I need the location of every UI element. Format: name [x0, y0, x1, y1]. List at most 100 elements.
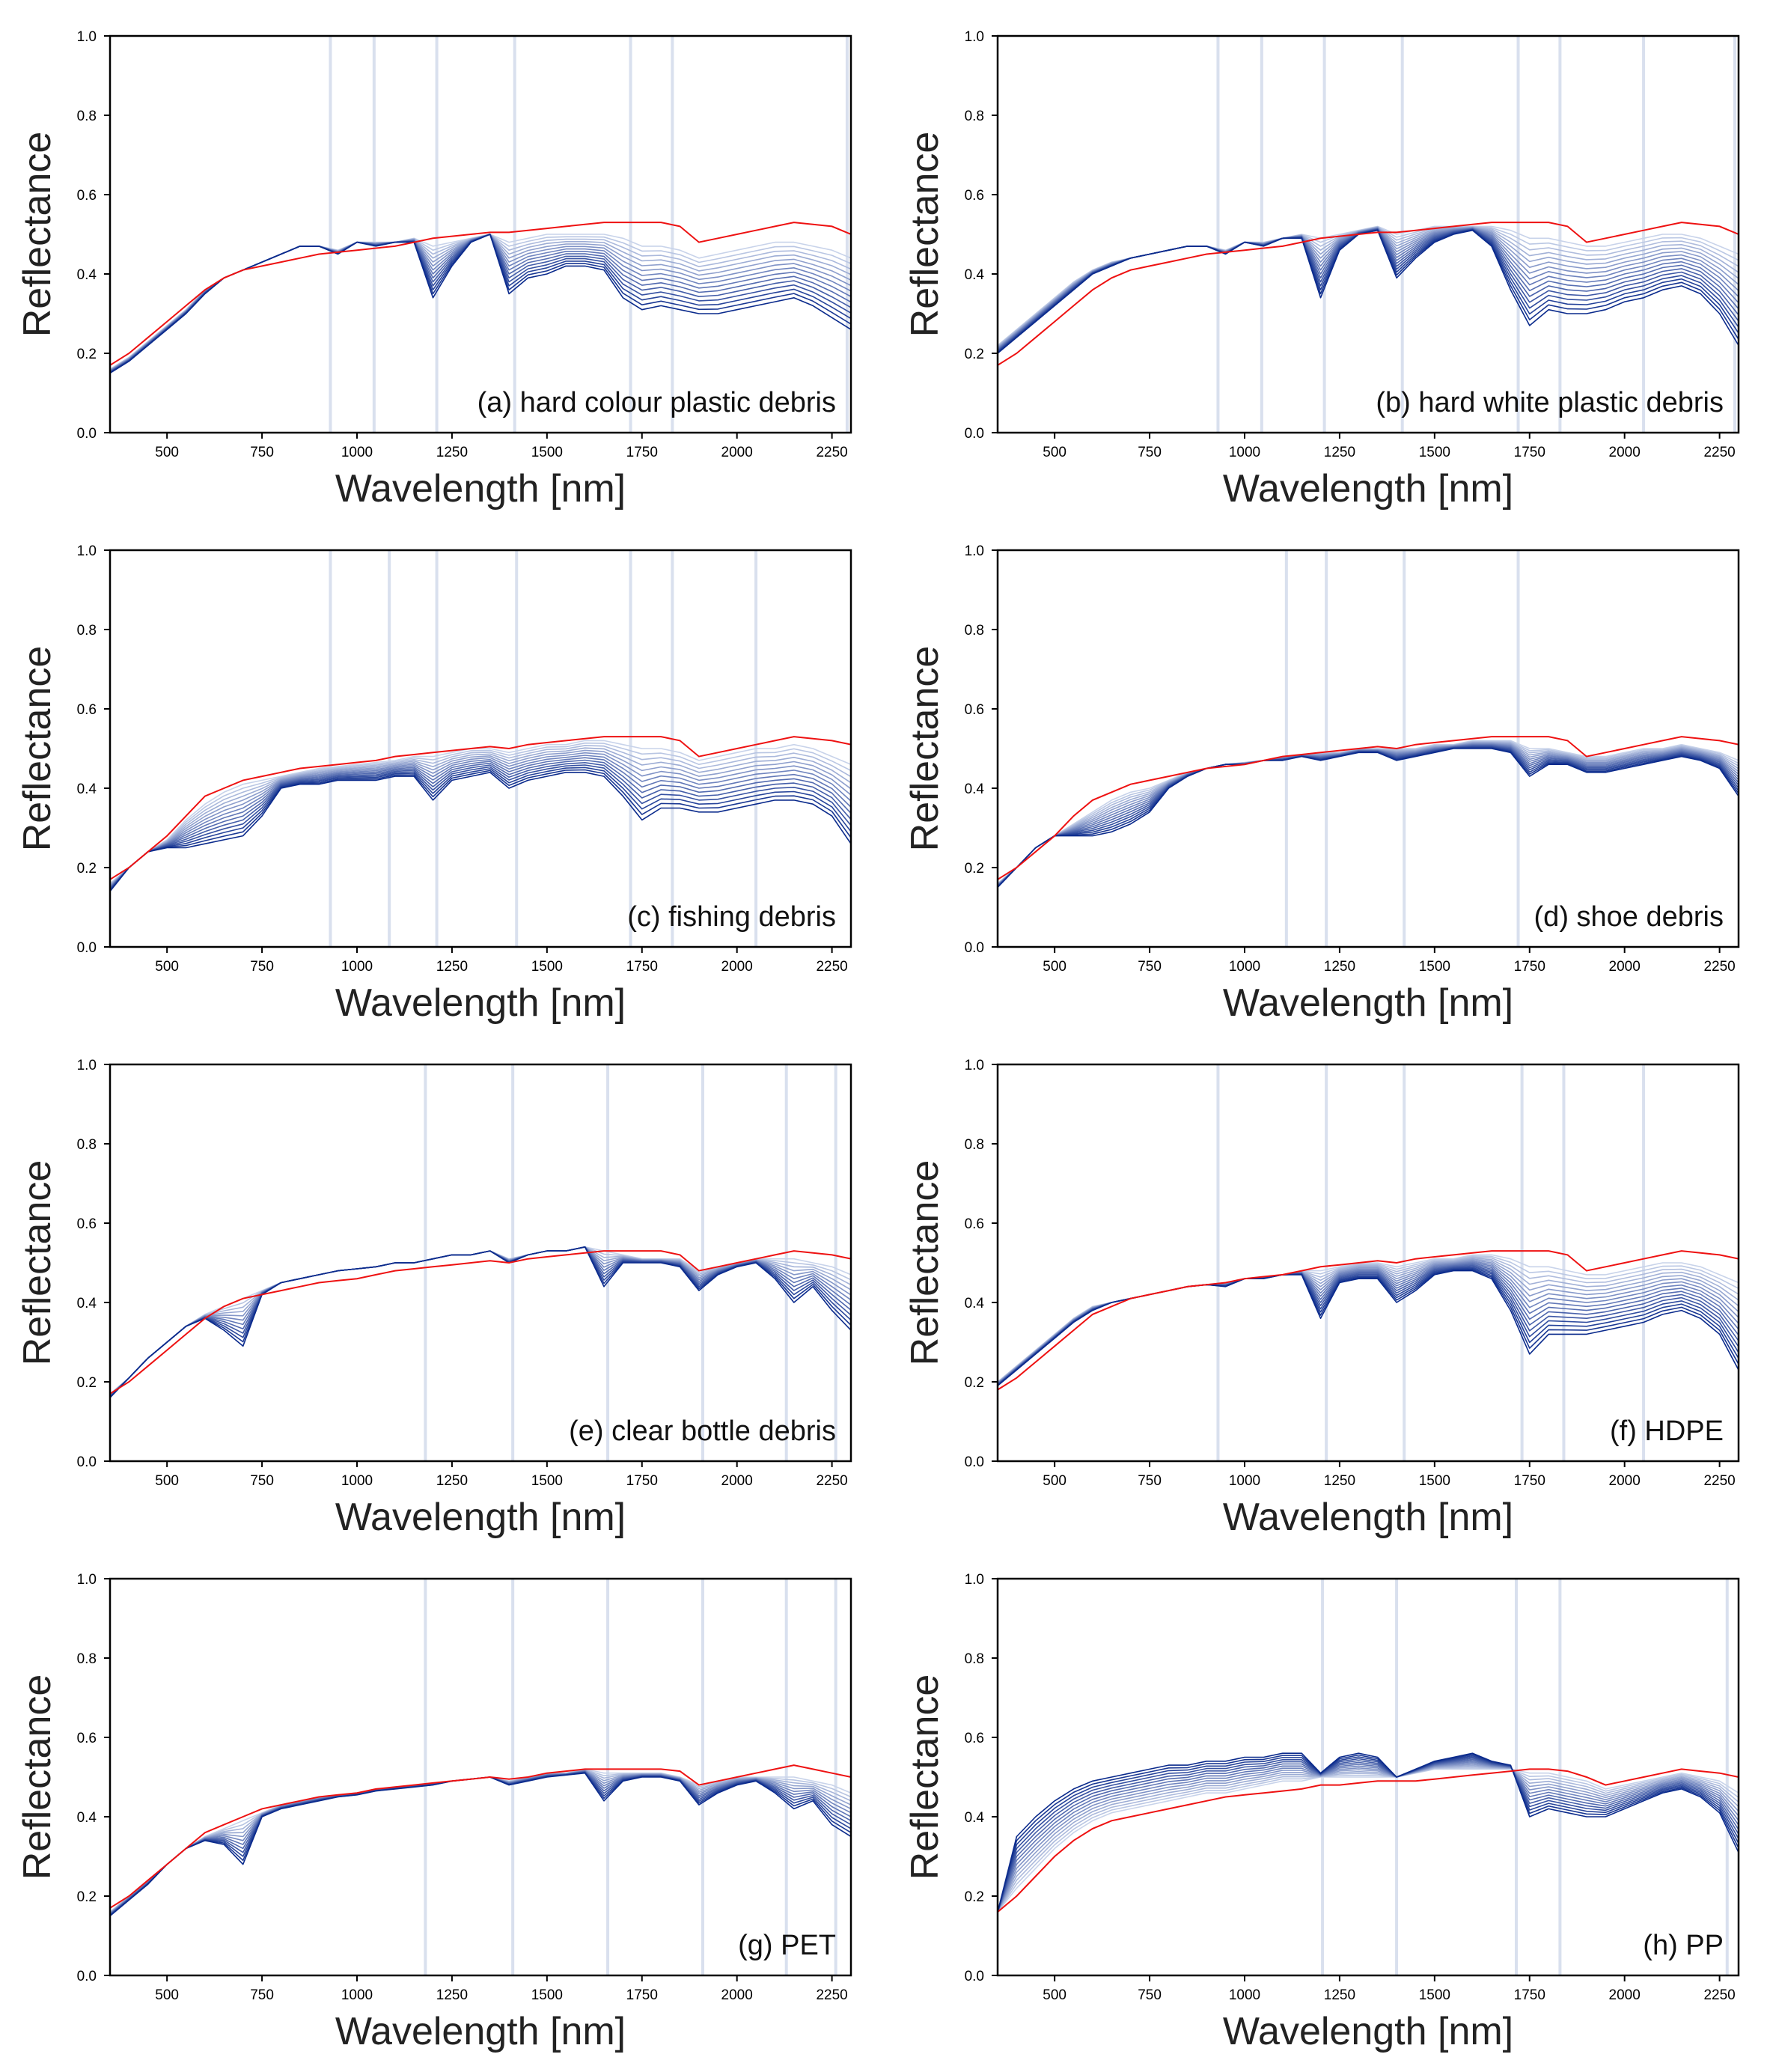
y-tick-label: 0.6 [965, 188, 984, 204]
spectrum-series-2 [998, 226, 1739, 347]
y-tick-label: 0.2 [965, 347, 984, 362]
x-tick-label: 500 [1043, 1987, 1066, 2003]
x-tick-label: 1000 [1229, 959, 1260, 975]
x-tick-label: 1000 [341, 1473, 373, 1489]
y-tick-label: 0.8 [77, 1651, 97, 1667]
x-tick-label: 2250 [816, 445, 847, 460]
x-tick-label: 1500 [531, 445, 563, 460]
x-tick-label: 1250 [1324, 445, 1355, 460]
spectrum-series-11 [110, 1772, 851, 1917]
plot-area [110, 550, 851, 947]
x-tick-label: 1500 [531, 959, 563, 975]
x-axis-title: Wavelength [nm] [1223, 2010, 1513, 2053]
spectrum-series-9 [998, 1757, 1739, 1913]
spectrum-series-7 [110, 757, 851, 889]
x-axis-title: Wavelength [nm] [1223, 1496, 1513, 1539]
y-tick-label: 0.0 [77, 1454, 97, 1470]
x-tick-label: 500 [1043, 1473, 1066, 1489]
x-tick-label: 500 [1043, 445, 1066, 460]
y-tick-label: 1.0 [965, 1572, 984, 1588]
x-tick-label: 1750 [1514, 1987, 1545, 2003]
panel-label: (g) PET [738, 1930, 836, 1961]
x-tick-label: 750 [250, 445, 274, 460]
x-tick-label: 1500 [1419, 445, 1450, 460]
spectrum-series-9 [110, 761, 851, 890]
x-tick-label: 750 [1138, 959, 1162, 975]
y-tick-label: 0.2 [77, 347, 97, 362]
y-tick-label: 0.6 [965, 1216, 984, 1232]
x-tick-label: 2000 [1609, 445, 1641, 460]
x-tick-label: 1750 [626, 1473, 658, 1489]
panel-label: (a) hard colour plastic debris [477, 387, 836, 418]
y-axis-title: Reflectance [16, 1675, 59, 1880]
x-tick-label: 1500 [531, 1987, 563, 2003]
axes-frame [109, 1063, 852, 1463]
spectrum-series-3 [110, 747, 851, 886]
x-tick-label: 1250 [1324, 1473, 1355, 1489]
y-tick-label: 0.6 [965, 702, 984, 718]
y-tick-label: 1.0 [965, 1058, 984, 1073]
spectrum-series-11 [110, 767, 851, 891]
y-axis-title: Reflectance [16, 646, 59, 852]
spectrum-series-4 [998, 1764, 1739, 1913]
spectrum-series-13 [998, 229, 1739, 353]
y-tick-label: 0.6 [77, 1731, 97, 1746]
y-tick-label: 0.8 [77, 623, 97, 639]
spectrum-series-5 [110, 234, 851, 371]
y-tick-label: 0.2 [965, 861, 984, 877]
reference-spectrum [998, 736, 1739, 880]
x-tick-label: 2250 [816, 1987, 847, 2003]
panel-0: 500 750 1000 1250 1500 1750 2000 2250 0.0 0.2 0.4 0… [16, 29, 852, 511]
plot-area [110, 1064, 851, 1461]
panel-1: 500 750 1000 1250 1500 1750 2000 2250 0.0 0.2 0.4 0… [903, 29, 1740, 511]
axes-frame [996, 34, 1740, 434]
spectrum-series-5 [110, 752, 851, 887]
spectrum-series-15 [998, 229, 1739, 354]
x-tick-label: 1500 [531, 1473, 563, 1489]
x-tick-label: 500 [1043, 959, 1066, 975]
y-axis-title: Reflectance [903, 1160, 947, 1366]
spectrum-series-13 [998, 1268, 1739, 1386]
x-tick-label: 1750 [1514, 1473, 1545, 1489]
x-tick-label: 750 [250, 1987, 274, 2003]
y-tick-label: 1.0 [965, 543, 984, 559]
y-tick-label: 1.0 [77, 1058, 97, 1073]
spectrum-series-0 [110, 740, 851, 884]
x-tick-label: 1000 [341, 445, 373, 460]
spectrum-series-12 [998, 228, 1739, 353]
y-tick-label: 0.2 [77, 1889, 97, 1905]
x-tick-label: 1250 [436, 1473, 468, 1489]
y-tick-label: 0.6 [77, 1216, 97, 1232]
spectrum-series-12 [998, 747, 1739, 888]
spectrum-series-14 [998, 229, 1739, 353]
y-tick-label: 0.6 [965, 1731, 984, 1746]
reference-spectrum [110, 736, 851, 880]
spectrum-series-8 [110, 234, 851, 373]
spectrum-series-9 [998, 1264, 1739, 1385]
panel-label: (b) hard white plastic debris [1376, 387, 1724, 418]
spectrum-series-13 [998, 1752, 1739, 1913]
spectrum-series-1 [110, 742, 851, 885]
x-tick-label: 1250 [436, 445, 468, 460]
axes-frame [996, 549, 1740, 948]
y-tick-label: 1.0 [965, 29, 984, 45]
y-tick-label: 0.0 [965, 1454, 984, 1470]
x-tick-label: 500 [155, 1473, 179, 1489]
axes-frame [109, 549, 852, 948]
spectrum-series-14 [998, 1269, 1739, 1386]
y-tick-label: 0.6 [77, 188, 97, 204]
y-tick-label: 0.2 [77, 861, 97, 877]
spectrum-series-7 [110, 234, 851, 372]
x-tick-label: 500 [155, 445, 179, 460]
x-axis-title: Wavelength [nm] [335, 981, 626, 1025]
spectrum-series-3 [998, 1764, 1739, 1913]
y-tick-label: 0.4 [77, 781, 97, 797]
spectrum-series-13 [110, 772, 851, 892]
y-tick-label: 0.4 [77, 267, 97, 283]
x-axis-title: Wavelength [nm] [1223, 981, 1513, 1025]
x-tick-label: 750 [250, 1473, 274, 1489]
plot-area [110, 36, 851, 433]
x-tick-label: 1750 [626, 959, 658, 975]
y-axis-title: Reflectance [16, 132, 59, 338]
